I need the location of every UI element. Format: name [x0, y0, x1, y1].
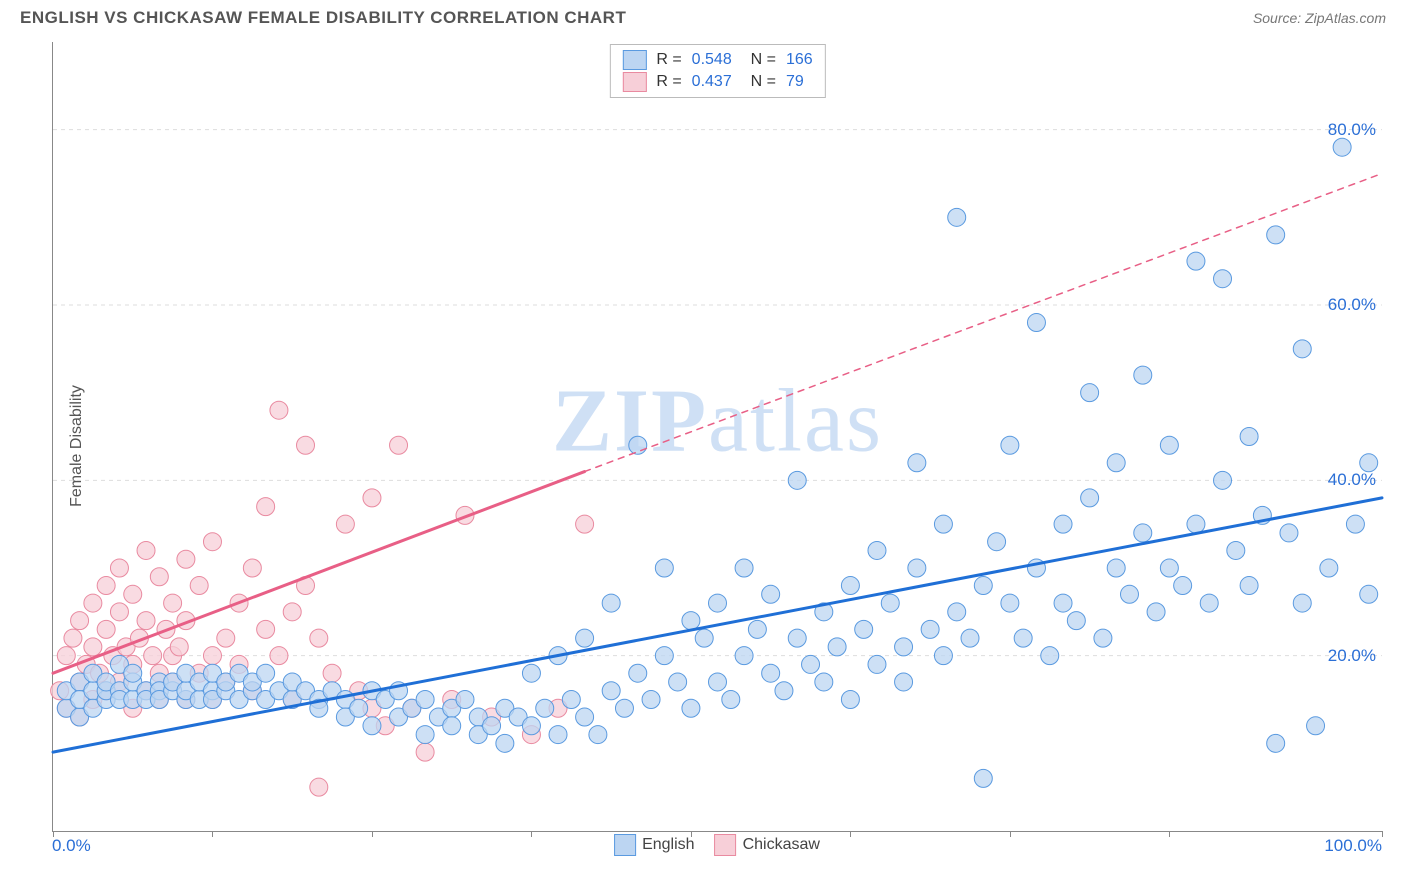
source-credit: Source: ZipAtlas.com	[1253, 10, 1386, 26]
legend-r-value: 0.548	[692, 51, 732, 69]
series-legend: English Chickasaw	[614, 834, 820, 856]
correlation-legend-row: R = 0.437 N = 79	[622, 71, 812, 93]
chart-svg	[53, 42, 1382, 831]
chart-title: ENGLISH VS CHICKASAW FEMALE DISABILITY C…	[20, 8, 626, 28]
x-axis-max-label: 100.0%	[1324, 836, 1382, 856]
legend-r-label: R =	[656, 51, 681, 69]
legend-swatch	[622, 50, 646, 70]
series-legend-item: English	[614, 834, 694, 856]
correlation-legend: R = 0.548 N = 166 R = 0.437 N = 79	[609, 44, 825, 98]
plot-area: ZIPatlas R = 0.548 N = 166 R = 0.437 N =…	[52, 42, 1382, 832]
correlation-legend-row: R = 0.548 N = 166	[622, 49, 812, 71]
series-legend-label: Chickasaw	[743, 836, 820, 854]
y-tick-label: 80.0%	[1328, 120, 1376, 140]
legend-r-value: 0.437	[692, 73, 732, 91]
series-legend-item: Chickasaw	[715, 834, 820, 856]
legend-n-value: 166	[786, 51, 813, 69]
x-axis-labels: 0.0% 100.0% English Chickasaw	[52, 834, 1382, 874]
legend-swatch	[715, 834, 737, 856]
y-tick-label: 40.0%	[1328, 470, 1376, 490]
header: ENGLISH VS CHICKASAW FEMALE DISABILITY C…	[0, 0, 1406, 32]
legend-n-label: N =	[742, 73, 776, 91]
series-legend-label: English	[642, 836, 694, 854]
legend-n-value: 79	[786, 73, 804, 91]
y-tick-label: 60.0%	[1328, 295, 1376, 315]
legend-r-label: R =	[656, 73, 681, 91]
legend-n-label: N =	[742, 51, 776, 69]
y-tick-label: 20.0%	[1328, 646, 1376, 666]
x-axis-min-label: 0.0%	[52, 836, 91, 856]
legend-swatch	[614, 834, 636, 856]
legend-swatch	[622, 72, 646, 92]
x-tick	[1382, 831, 1383, 837]
